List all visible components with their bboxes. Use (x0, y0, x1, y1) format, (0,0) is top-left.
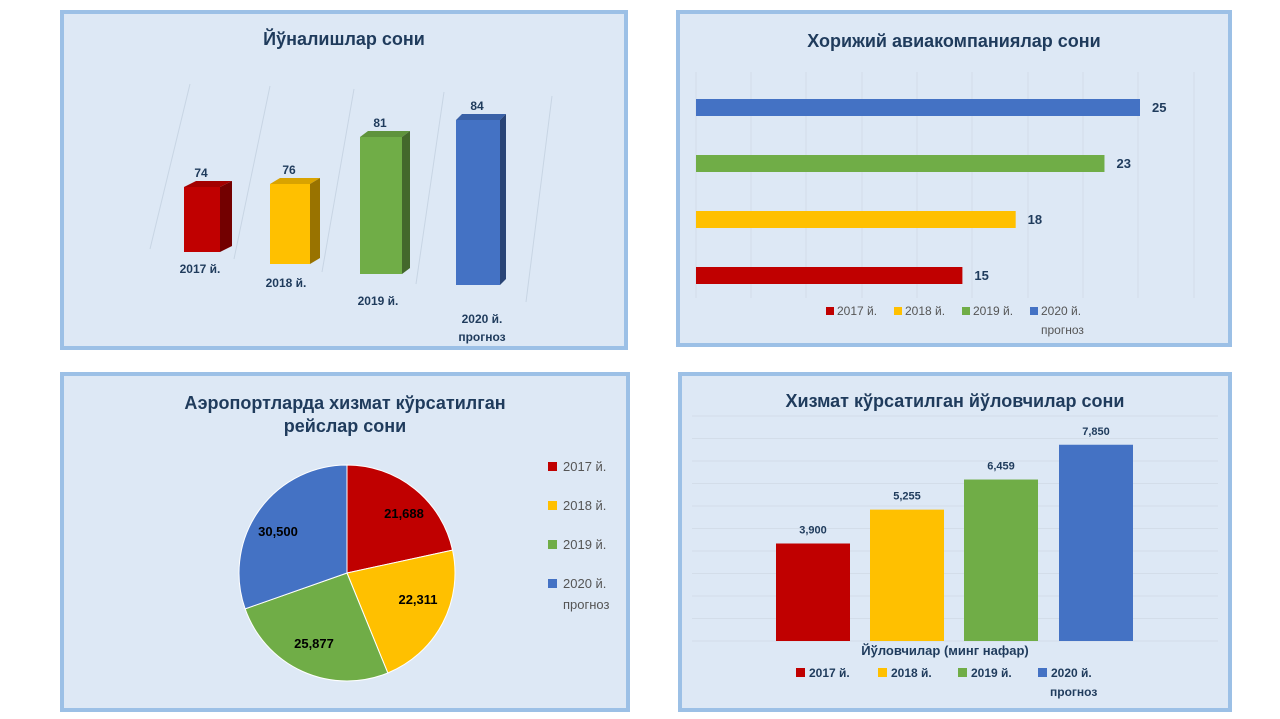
data-label-2019: 6,459 (987, 461, 1015, 473)
legend-swatch-2017 (796, 668, 805, 677)
legend-label-2017: 2017 й. (809, 666, 850, 680)
pie-slice-2017 (346, 464, 454, 574)
passengers-chart-title: Хизмат кўрсатилган йўловчилар сони (785, 391, 1125, 411)
legend-label-2017: 2017 й. (837, 304, 877, 318)
bar-top-2017 (184, 181, 232, 187)
category-label-2019: 2019 й. (358, 294, 399, 308)
bar-2018 (696, 211, 1016, 228)
airlines-chart-svg: 25 23 18 15 2017 й. 2018 й. 2019 й. 2020 й. прог… (695, 72, 1195, 337)
data-label-2017: 15 (974, 268, 988, 283)
passengers-chart-panel: Хизмат кўрсатилган йўловчилар сони 3,900… (678, 372, 1232, 712)
legend-swatch-2019 (958, 668, 967, 677)
legend-swatch-2018 (548, 501, 557, 510)
legend-label-2020: 2020 й. (1051, 666, 1092, 680)
legend-swatch-2018 (878, 668, 887, 677)
category-label-2018: 2018 й. (266, 276, 307, 290)
bar-2020 (1059, 444, 1133, 641)
airlines-chart-panel: Хорижий авиакомпаниялар сони 25 23 18 15 201… (676, 10, 1232, 347)
bar-2017 (696, 267, 963, 284)
data-label-2017: 3,900 (799, 525, 827, 537)
airlines-chart-title: Хорижий авиакомпаниялар сони (807, 31, 1101, 51)
data-label-2018: 5,255 (893, 491, 921, 503)
bar-side-2017 (220, 181, 232, 252)
data-label-2018: 76 (282, 163, 296, 177)
routes-chart-svg: 74 76 81 84 2017 й. 2018 й. 2019 й. 2020 й. прог… (149, 83, 553, 344)
gridline-1 (233, 85, 271, 260)
legend-swatch-2020 (1038, 668, 1047, 677)
bar-top-2019 (360, 131, 410, 137)
data-label-2018: 18 (1028, 212, 1042, 227)
legend-swatch-2018 (894, 307, 902, 315)
routes-chart-panel: Йўналишлар сони 74 76 81 84 2017 й. 2018 й. 20… (60, 10, 628, 350)
bar-2019 (696, 155, 1105, 172)
bar-2020 (456, 120, 500, 285)
pie-slice-2019 (244, 572, 389, 682)
legend-label-2020: 2020 й. (1041, 304, 1081, 318)
legend-label-2019: 2019 й. (971, 666, 1012, 680)
data-label-2017: 74 (194, 166, 208, 180)
flights-chart-title: Аэропортларда хизмат кўрсатилган рейслар… (64, 392, 626, 438)
legend-label-prognoz: прогноз (563, 597, 610, 612)
x-axis-label: Йўловчилар (минг нафар) (861, 643, 1028, 658)
legend-label-2017: 2017 й. (563, 459, 606, 474)
legend-swatch-2019 (548, 540, 557, 549)
routes-chart-title: Йўналишлар сони (263, 29, 425, 49)
legend-label-2018: 2018 й. (563, 498, 606, 513)
bar-2019 (964, 479, 1038, 641)
legend-label-2019: 2019 й. (973, 304, 1013, 318)
data-label-2020: 25 (1152, 100, 1166, 115)
data-label-2019: 81 (373, 116, 387, 130)
bar-2017 (184, 187, 220, 252)
bar-side-2018 (310, 178, 320, 264)
flights-chart-title-line-1: Аэропортларда хизмат кўрсатилган (184, 393, 506, 413)
legend-label-2018: 2018 й. (905, 304, 945, 318)
category-label-2017: 2017 й. (180, 262, 221, 276)
bar-2017 (776, 543, 850, 641)
legend-label-2018: 2018 й. (891, 666, 932, 680)
flights-chart-title-line-2: рейслар сони (283, 416, 407, 436)
gridline-3 (415, 91, 445, 285)
pie-slice-2020 (238, 464, 348, 610)
bar-2019 (360, 137, 402, 274)
gridline-2 (321, 88, 355, 273)
legend-label-2020: 2020 й. (563, 576, 606, 591)
bar-side-2020 (500, 114, 506, 285)
legend-label-prognoz: прогноз (1050, 685, 1097, 699)
legend-swatch-2017 (548, 462, 557, 471)
bar-2020 (696, 99, 1140, 116)
legend-swatch-2017 (826, 307, 834, 315)
legend-swatch-2020 (548, 579, 557, 588)
gridline-4 (525, 95, 553, 303)
data-label-2020: 30,500 (258, 524, 298, 539)
flights-chart-svg: 21,688 22,311 25,877 30,500 2017 й. 2018 й. 20… (238, 459, 610, 682)
bar-2018 (870, 509, 944, 641)
data-label-2020: 84 (470, 99, 484, 113)
legend-swatch-2019 (962, 307, 970, 315)
data-label-2018: 22,311 (398, 592, 437, 607)
pie-slice-2018 (346, 549, 456, 674)
data-label-2019: 25,877 (294, 636, 334, 651)
legend-swatch-2020 (1030, 307, 1038, 315)
data-label-2017: 21,688 (384, 506, 424, 521)
passengers-chart-svg: 3,900 5,255 6,459 7,850 Йўловчилар (минг наф… (692, 415, 1218, 699)
category-label-2020: 2020 й. (462, 312, 503, 326)
flights-chart-panel: Аэропортларда хизмат кўрсатилган рейслар… (60, 372, 630, 712)
bar-2018 (270, 184, 310, 264)
category-label-2020-line2: прогноз (458, 330, 505, 344)
gridline-0 (149, 83, 191, 250)
data-label-2020: 7,850 (1082, 426, 1110, 438)
bar-top-2018 (270, 178, 320, 184)
legend-label-2019: 2019 й. (563, 537, 606, 552)
legend-label-prognoz: прогноз (1041, 323, 1084, 337)
bar-side-2019 (402, 131, 410, 274)
data-label-2019: 23 (1116, 156, 1130, 171)
bar-top-2020 (456, 114, 506, 120)
